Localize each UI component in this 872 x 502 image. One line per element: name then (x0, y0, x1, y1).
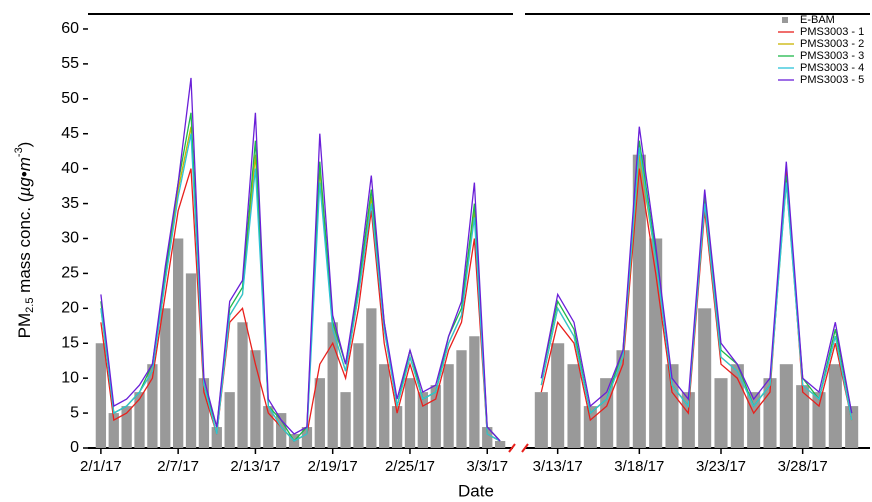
ebam-bar (173, 238, 184, 448)
x-tick-label: 2/1/17 (80, 458, 122, 475)
ebam-bar (649, 238, 663, 448)
ebam-bar (237, 322, 248, 448)
y-title-unit: µg•m (15, 157, 34, 197)
y-tick-label: 40 (61, 160, 79, 177)
ebam-bar (95, 343, 107, 448)
ebam-bar (665, 364, 679, 448)
y-tick-label: 15 (61, 334, 79, 351)
x-tick-label: 2/7/17 (157, 458, 199, 475)
legend-swatch (782, 17, 788, 23)
ebam-bar (828, 364, 842, 448)
x-tick-label: 3/23/17 (696, 458, 746, 475)
x-tick-label: 2/19/17 (308, 458, 358, 475)
ebam-bar (534, 392, 548, 448)
ebam-bar (796, 385, 810, 448)
y-tick-label: 10 (61, 369, 79, 386)
ebam-bar (812, 392, 826, 448)
x-tick-label: 2/13/17 (230, 458, 280, 475)
x-tick-label: 3/13/17 (533, 458, 583, 475)
ebam-bar (340, 392, 351, 448)
ebam-bar (551, 343, 565, 448)
legend-label: E-BAM (800, 14, 835, 26)
y-title-part: PM (15, 313, 34, 339)
axis-break (521, 443, 529, 453)
ebam-bar (327, 322, 338, 448)
y-tick-label: 35 (61, 195, 79, 212)
y-title-sup: -3 (13, 147, 25, 157)
sensor-line (540, 126, 853, 414)
ebam-bar (681, 392, 695, 448)
y-tick-label: 55 (61, 55, 79, 72)
ebam-bar (301, 427, 313, 448)
ebam-bar (185, 273, 197, 448)
y-tick-label: 50 (61, 90, 79, 107)
ebam-bar (353, 343, 364, 448)
x-tick-label: 3/3/17 (466, 458, 508, 475)
y-tick-label: 60 (61, 20, 79, 37)
ebam-bar (404, 378, 416, 448)
ebam-bar (379, 364, 390, 448)
ebam-bar (198, 378, 210, 448)
legend-label: PMS3003 - 5 (800, 74, 864, 86)
ebam-bar (482, 427, 493, 448)
x-axis-title: Date (458, 481, 494, 500)
y-axis-title: PM2.5 mass conc. (µg•m-3) (13, 142, 36, 339)
y-tick-label: 30 (61, 230, 79, 247)
ebam-bar (714, 378, 728, 448)
ebam-bar (443, 364, 454, 448)
sensor-line (100, 77, 501, 442)
ebam-bar (456, 350, 467, 448)
ebam-bar (698, 308, 712, 448)
y-title-sub: 2.5 (24, 298, 36, 313)
x-tick-label: 3/28/17 (778, 458, 828, 475)
sensor-line (540, 140, 853, 415)
legend-label: PMS3003 - 3 (800, 50, 864, 62)
ebam-bar (366, 308, 377, 448)
ebam-bar (430, 385, 441, 448)
ebam-bar (147, 364, 158, 448)
y-title-part: mass conc. ( (15, 196, 34, 297)
ebam-bar (616, 350, 630, 448)
ebam-bar (211, 427, 222, 448)
ebam-bar (314, 378, 325, 448)
ebam-bar (224, 392, 235, 448)
ebam-bar (160, 308, 171, 448)
ebam-bar (391, 406, 403, 448)
ebam-bar (779, 364, 793, 448)
ebam-bar (134, 392, 145, 448)
ebam-bar (250, 350, 261, 448)
ebam-bar (417, 392, 428, 448)
ebam-bar (121, 406, 132, 448)
legend-label: PMS3003 - 4 (800, 62, 864, 74)
y-tick-label: 5 (70, 404, 79, 421)
ebam-bar (276, 413, 287, 448)
ebam-bar (845, 406, 859, 448)
ebam-bar (494, 441, 506, 448)
y-tick-label: 0 (70, 439, 79, 456)
y-tick-label: 20 (61, 300, 79, 317)
legend-label: PMS3003 - 1 (800, 26, 864, 38)
sensor-line (100, 133, 501, 442)
axis-break (508, 443, 516, 453)
legend-label: PMS3003 - 2 (800, 38, 864, 50)
sensor-line (540, 147, 853, 421)
x-tick-label: 3/18/17 (614, 458, 664, 475)
ebam-bar (108, 413, 119, 448)
ebam-bar (469, 336, 480, 448)
ebam-bar (263, 406, 274, 448)
ebam-bar (567, 364, 581, 448)
ebam-bar (632, 154, 646, 448)
x-tick-label: 2/25/17 (385, 458, 435, 475)
y-tick-label: 25 (61, 265, 79, 282)
y-title-part: ) (15, 142, 34, 148)
y-tick-label: 45 (61, 125, 79, 142)
